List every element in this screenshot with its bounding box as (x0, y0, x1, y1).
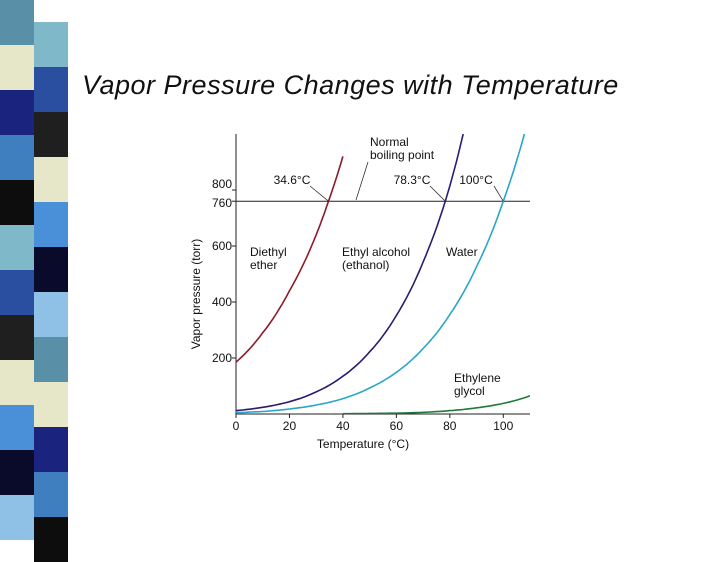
series-line-ethylene-glycol (342, 395, 530, 414)
boiling-point-leader (429, 185, 446, 202)
stripe-block (34, 427, 68, 472)
stripe-block (34, 22, 68, 67)
y-tick-label: 600 (212, 239, 232, 253)
stripe-block (34, 157, 68, 202)
y-tick-label: 800 (212, 177, 232, 191)
y-tick-label: 200 (212, 351, 232, 365)
x-tick-label: 20 (283, 419, 297, 433)
x-tick-label: 0 (233, 419, 240, 433)
boiling-point-label: 100°C (459, 173, 493, 187)
y-axis-label: Vapor pressure (torr) (189, 239, 203, 349)
boiling-point-label: 78.3°C (394, 173, 431, 187)
series-line-water (236, 134, 526, 414)
series-label: (ethanol) (342, 258, 389, 272)
stripe-block (0, 45, 34, 90)
stripe-block (34, 382, 68, 427)
stripe-block (34, 472, 68, 517)
series-label: Diethyl (250, 245, 287, 259)
stripe-block (34, 337, 68, 382)
stripe-block (0, 0, 34, 45)
y-tick-label: 400 (212, 295, 232, 309)
boiling-point-leader (493, 185, 504, 202)
stripe-block (34, 202, 68, 247)
series-label: Ethyl alcohol (342, 245, 410, 259)
decorative-stripe (0, 0, 68, 562)
series-label: ether (250, 258, 277, 272)
y-tick-label: 760 (212, 196, 232, 210)
normal-bp-annotation: boiling point (370, 148, 435, 162)
series-label: Water (446, 245, 478, 259)
stripe-block (34, 67, 68, 112)
series-line-ethyl-alcohol-ethanol- (236, 134, 464, 412)
stripe-block (0, 225, 34, 270)
stripe-block (0, 180, 34, 225)
x-axis-label: Temperature (°C) (317, 437, 409, 451)
slide-title: Vapor Pressure Changes with Temperature (82, 70, 619, 100)
stripe-block (0, 405, 34, 450)
stripe-block (0, 495, 34, 540)
x-tick-label: 80 (443, 419, 457, 433)
x-tick-label: 40 (336, 419, 350, 433)
series-label: glycol (454, 384, 485, 398)
stripe-block (0, 315, 34, 360)
boiling-point-label: 34.6°C (274, 173, 311, 187)
normal-bp-annotation: Normal (370, 135, 409, 149)
stripe-block (34, 112, 68, 157)
stripe-block (34, 292, 68, 337)
stripe-block (34, 247, 68, 292)
boiling-point-leader (309, 185, 329, 202)
stripe-block (0, 90, 34, 135)
vapor-pressure-chart: 0 20 40 60 80 100 200 400 600 760 800 Temperature (… (189, 134, 530, 451)
stripe-block (0, 135, 34, 180)
stripe-block (0, 270, 34, 315)
x-tick-label: 100 (493, 419, 513, 433)
stripe-block (0, 360, 34, 405)
series-line-diethyl-ether (236, 156, 344, 363)
stripe-block (0, 450, 34, 495)
normal-bp-leader (355, 161, 369, 201)
series-label: Ethylene (454, 371, 501, 385)
x-tick-label: 60 (390, 419, 404, 433)
